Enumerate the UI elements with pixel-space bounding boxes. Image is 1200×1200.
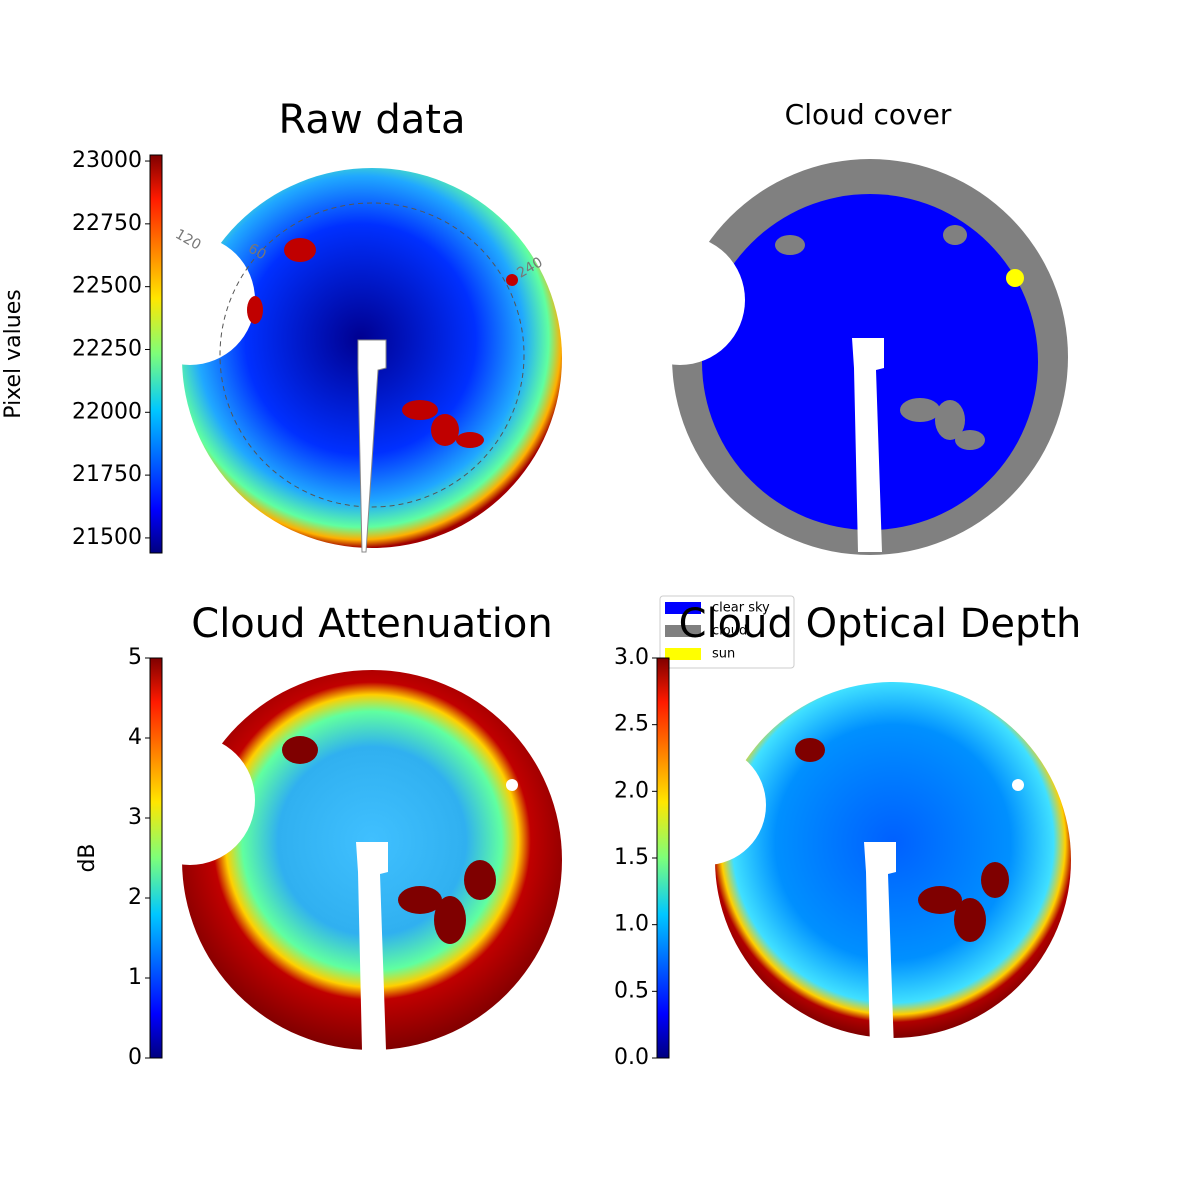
cloud-blobs [795,738,1009,942]
sun-mask [506,779,518,791]
sun-marker [1006,269,1024,287]
colorbar-label: dB [75,843,100,872]
colorbar-tick-label: 5 [128,645,142,670]
legend-label: cloud [712,624,747,639]
cloud-blobs [247,238,518,448]
panel-title: Cloud cover [785,98,952,131]
colorbar-tick-label: 21750 [72,462,142,487]
panel-title: Cloud Attenuation [191,601,552,647]
colorbar-tick-label: 4 [128,725,142,750]
colorbar [656,657,670,1059]
colorbar-tick-label: 0.0 [614,1045,649,1070]
colorbar-tick-label: 1.0 [614,912,649,937]
colorbar-tick-label: 2 [128,885,142,910]
mask [125,735,255,865]
mask [615,235,745,365]
colorbar-tick-label: 22500 [72,274,142,299]
colorbar-tick-label: 0.5 [614,978,649,1003]
legend-swatch [665,602,701,614]
legend-swatch [665,648,701,660]
colorbar-tick-label: 0 [128,1045,142,1070]
cloud-blobs [775,225,985,450]
sky-images [125,159,1071,1050]
colorbar-tick-label: 2.5 [614,712,649,737]
legend-swatch [665,625,701,637]
mast [357,339,387,553]
legend: clear sky cloud sun [659,595,795,669]
legend-label: clear sky [712,601,770,616]
colorbar [149,657,163,1059]
mast [356,842,388,1050]
colorbar [149,154,163,554]
colorbar-tick-label: 1.5 [614,845,649,870]
colorbar-tick-label: 22000 [72,399,142,424]
mask [125,235,255,365]
colorbar-tick-label: 2.0 [614,778,649,803]
colorbar-tick-label: 22750 [72,211,142,236]
colorbar-tick-label: 3.0 [614,645,649,670]
mast [864,842,896,1050]
mast [852,338,884,552]
polar-ring [219,202,525,508]
colorbar-tick-label: 1 [128,965,142,990]
panel-title: Cloud Optical Depth [679,601,1082,647]
cloud-blobs [282,736,496,944]
polar-label: 60 [245,241,268,264]
panel-title: Raw data [279,97,466,143]
mask [646,745,766,865]
colorbar-tick-label: 23000 [72,148,142,173]
colorbar-tick-label: 21500 [72,525,142,550]
sun-mask [1012,779,1024,791]
colorbar-tick-label: 22250 [72,336,142,361]
colorbar-label: Pixel values [1,289,26,418]
legend-label: sun [712,647,735,662]
colorbar-tick-label: 3 [128,805,142,830]
